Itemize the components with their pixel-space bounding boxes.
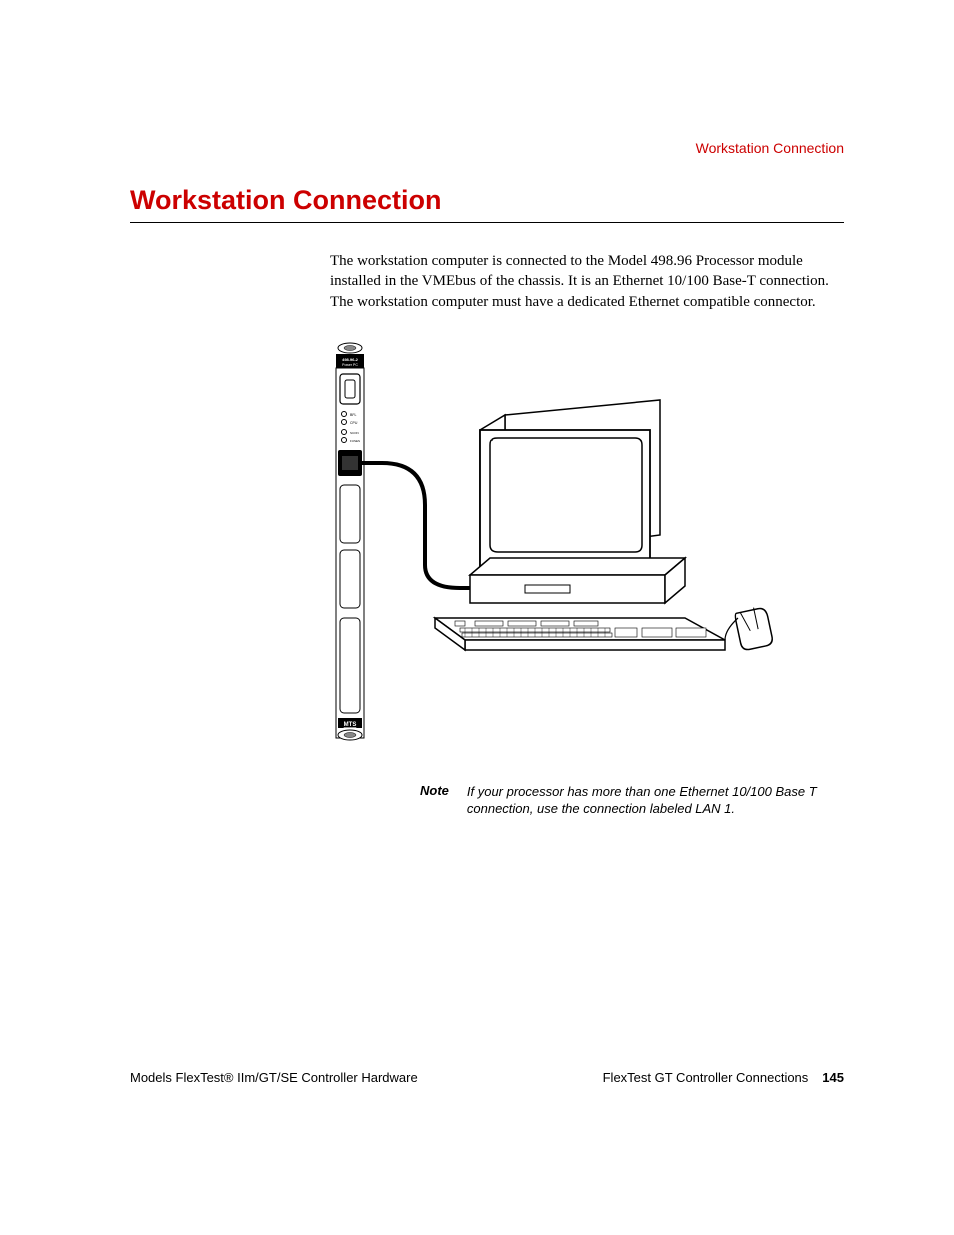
svg-text:498.96-2: 498.96-2 [342,357,359,362]
svg-text:MTS: MTS [344,722,357,728]
svg-text:BFL: BFL [350,413,356,417]
footer-right-text: FlexTest GT Controller Connections [603,1070,809,1085]
note-block: Note If your processor has more than one… [420,783,840,818]
note-label: Note [420,783,449,818]
ethernet-cable [362,463,485,588]
diagram-svg: 498.96-2 Power PC BFL CPU SCON FUSES [330,340,850,760]
svg-text:CPU: CPU [350,421,358,425]
title-rule [130,222,844,223]
svg-text:SCON: SCON [350,431,359,435]
page-footer: Models FlexTest® IIm/GT/SE Controller Ha… [130,1070,844,1085]
running-head: Workstation Connection [696,140,844,156]
svg-text:FUSES: FUSES [350,439,360,443]
workstation-computer [435,400,774,651]
footer-left: Models FlexTest® IIm/GT/SE Controller Ha… [130,1070,418,1085]
body-paragraph: The workstation computer is connected to… [330,251,844,312]
section-title: Workstation Connection [130,185,844,216]
page-number: 145 [822,1070,844,1085]
connection-diagram: 498.96-2 Power PC BFL CPU SCON FUSES [330,340,844,818]
note-text: If your processor has more than one Ethe… [467,783,840,818]
processor-module: 498.96-2 Power PC BFL CPU SCON FUSES [336,343,364,740]
svg-text:Power PC: Power PC [342,363,358,367]
